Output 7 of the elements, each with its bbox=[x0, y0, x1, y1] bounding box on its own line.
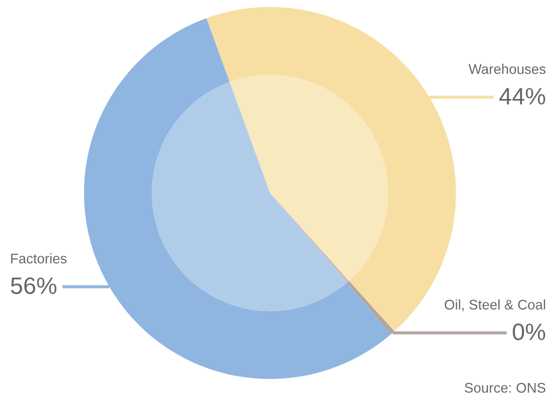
source-note: Source: ONS bbox=[464, 382, 546, 393]
slice-label: Warehouses bbox=[468, 64, 546, 74]
slice-label: Oil, Steel & Coal bbox=[444, 299, 546, 312]
data-label: 44% bbox=[499, 88, 546, 105]
slice-label: Factories bbox=[11, 253, 67, 264]
data-label: 0% bbox=[512, 323, 546, 340]
data-label: 56% bbox=[10, 277, 56, 294]
